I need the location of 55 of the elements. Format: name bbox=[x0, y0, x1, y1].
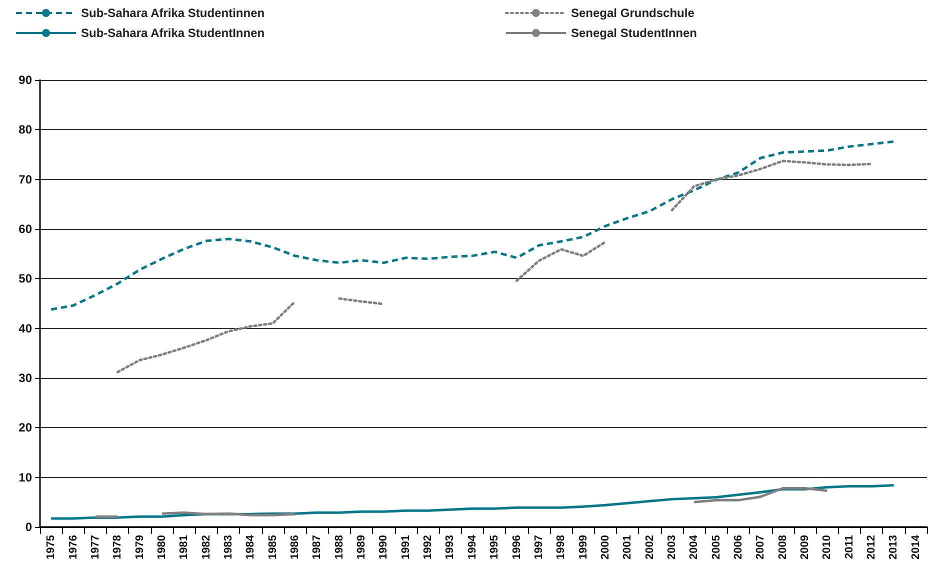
x-tick-label: 1994 bbox=[466, 534, 478, 560]
x-tick-label: 2004 bbox=[688, 534, 700, 560]
y-tick-label: 40 bbox=[18, 321, 32, 336]
x-tick-label: 1990 bbox=[378, 535, 390, 560]
x-tick-label: 1975 bbox=[45, 535, 58, 560]
x-tick-label: 1996 bbox=[510, 535, 523, 560]
x-tick-label: 2007 bbox=[754, 535, 767, 560]
y-tick-label: 0 bbox=[25, 520, 32, 534]
x-tick-label: 1976 bbox=[67, 535, 80, 560]
legend-label: Senegal Grundschule bbox=[571, 6, 695, 20]
x-tick-label: 1985 bbox=[266, 535, 279, 560]
legend-label: Senegal StudentInnen bbox=[571, 26, 698, 40]
y-tick-label: 70 bbox=[18, 172, 32, 186]
x-tick-label: 1998 bbox=[555, 535, 568, 560]
y-tick-label: 90 bbox=[18, 73, 32, 87]
y-tick-label: 20 bbox=[18, 420, 32, 435]
x-tick-label: 2014 bbox=[910, 534, 922, 560]
x-tick-label: 2012 bbox=[866, 535, 878, 560]
x-tick-label: 1980 bbox=[156, 535, 168, 560]
x-tick-label: 1989 bbox=[356, 535, 368, 560]
x-tick-label: 1982 bbox=[200, 535, 212, 560]
x-tick-label: 2009 bbox=[799, 535, 812, 560]
x-tick-label: 1993 bbox=[444, 535, 456, 560]
x-tick-label: 2003 bbox=[666, 535, 678, 560]
x-tick-label: 1984 bbox=[244, 534, 257, 560]
x-tick-label: 2013 bbox=[888, 535, 900, 560]
x-tick-label: 2006 bbox=[732, 535, 745, 560]
x-tick-label: 1988 bbox=[333, 535, 346, 560]
legend-label: Sub-Sahara Afrika StudentInnen bbox=[81, 26, 265, 40]
y-tick-label: 80 bbox=[18, 122, 32, 137]
x-tick-label: 2010 bbox=[821, 535, 834, 560]
x-tick-label: 2000 bbox=[599, 535, 612, 560]
x-tick-label: 1991 bbox=[400, 535, 412, 560]
x-tick-label: 1986 bbox=[289, 535, 302, 560]
x-tick-label: 1997 bbox=[532, 535, 545, 560]
y-tick-label: 60 bbox=[18, 222, 32, 236]
x-tick-label: 2011 bbox=[843, 535, 856, 559]
x-tick-label: 2001 bbox=[622, 535, 634, 560]
x-tick-label: 1992 bbox=[422, 535, 434, 560]
y-tick-label: 10 bbox=[18, 470, 32, 484]
y-tick-label: 50 bbox=[18, 272, 32, 286]
x-tick-label: 1977 bbox=[89, 535, 102, 560]
x-tick-label: 1981 bbox=[178, 535, 190, 560]
legend-label: Sub-Sahara Afrika Studentinnen bbox=[81, 6, 265, 20]
x-tick-label: 1983 bbox=[222, 535, 234, 560]
y-tick-label: 30 bbox=[18, 371, 32, 385]
x-tick-label: 2008 bbox=[776, 535, 789, 560]
x-tick-label: 1978 bbox=[112, 535, 124, 560]
x-tick-label: 1995 bbox=[488, 535, 501, 560]
x-tick-label: 1979 bbox=[134, 535, 146, 560]
x-tick-label: 2002 bbox=[644, 535, 656, 560]
x-tick-label: 2005 bbox=[710, 535, 722, 560]
x-tick-label: 1987 bbox=[311, 535, 324, 560]
line-series bbox=[50, 140, 895, 311]
x-tick-label: 1999 bbox=[577, 535, 590, 560]
